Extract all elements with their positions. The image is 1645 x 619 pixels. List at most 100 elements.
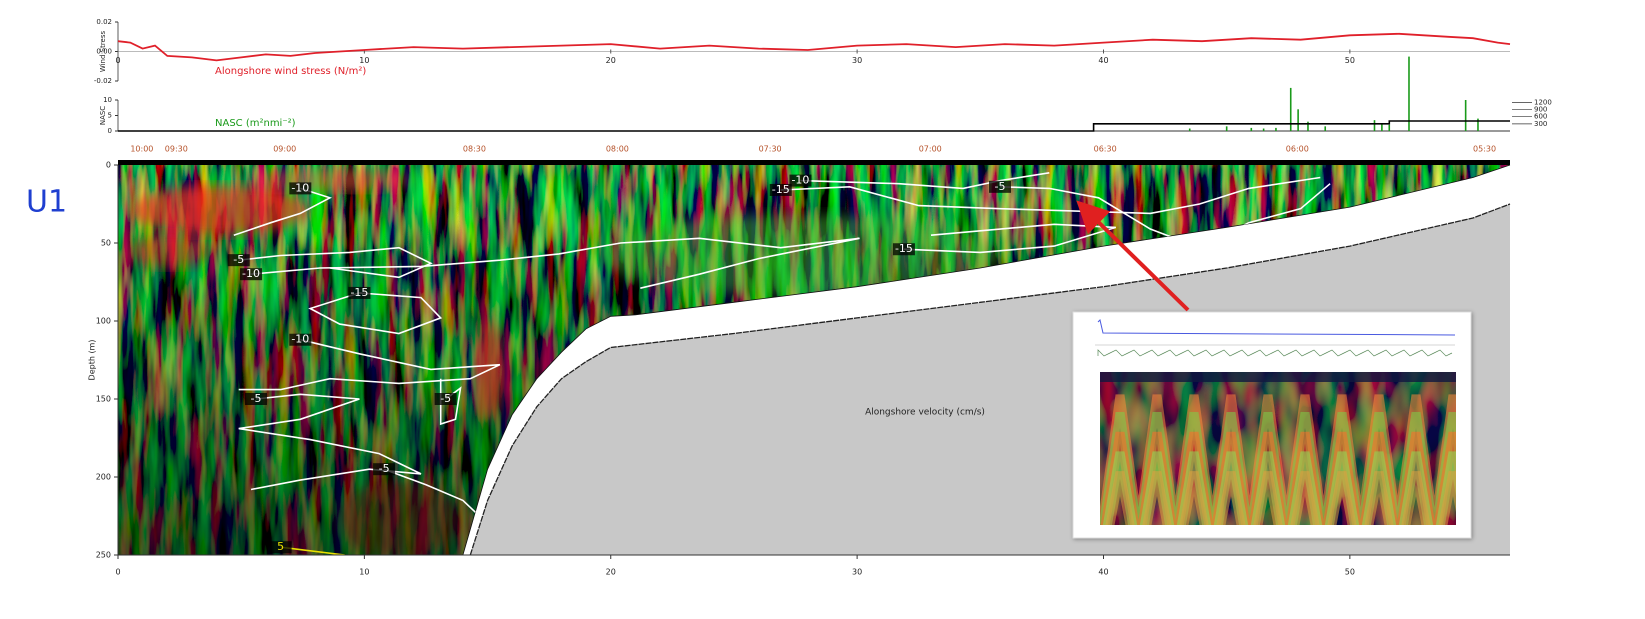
inset-zigzag	[1100, 431, 1456, 525]
seafloor-line	[469, 203, 1511, 556]
contour-label-bg	[769, 183, 792, 196]
contour-label-bg	[434, 393, 457, 405]
y2-tick-label: 1200	[1534, 98, 1552, 106]
contour	[780, 176, 1321, 215]
contour	[800, 172, 1050, 190]
y-tick-label: 0.02	[96, 18, 112, 26]
contour-label: -5	[379, 462, 390, 475]
overlay	[1072, 200, 1472, 539]
arrow	[1076, 200, 1190, 312]
contour-label: -5	[233, 253, 244, 266]
inset-zigzag	[1102, 451, 1456, 525]
time-label: 10:00	[130, 145, 153, 154]
y2-tick-label: 300	[1534, 120, 1547, 128]
time-label: 07:30	[759, 145, 782, 154]
y-tick-label: 150	[96, 395, 111, 404]
time-label: 07:00	[919, 145, 942, 154]
time-label: 08:00	[606, 145, 629, 154]
y-tick-label: 50	[101, 239, 111, 248]
x-tick-label: 10	[359, 568, 369, 577]
y-tick-label: 5	[108, 112, 112, 120]
inset-green-line	[1097, 349, 1453, 357]
contour	[308, 292, 443, 335]
echo-edge	[462, 164, 1511, 556]
x-tick-label: 50	[1345, 568, 1355, 577]
time-label: 09:30	[165, 145, 188, 154]
contour	[903, 223, 1117, 254]
contour-label-bg	[373, 463, 396, 476]
contour-label-bg	[789, 174, 812, 187]
contour-label-bg	[348, 286, 371, 299]
contour-label: -10	[291, 333, 309, 346]
x-tick-label: 40	[1098, 568, 1108, 577]
y-axis-label: NASC	[99, 106, 107, 125]
contour-label: -15	[350, 286, 368, 299]
x-tick-label: 50	[1345, 56, 1355, 65]
panel-label: U1	[26, 185, 67, 220]
x-tick-label: 20	[606, 568, 616, 577]
inset-texture	[1100, 372, 1456, 525]
y-axis-label: Depth (m)	[88, 340, 97, 381]
nasc-step-line	[118, 120, 1510, 132]
x-tick-label: 10	[359, 56, 369, 65]
contour-label: -15	[895, 242, 913, 255]
echo-top-band	[118, 160, 1510, 165]
y-tick-label: 0	[108, 127, 112, 135]
y2-tick-label: 900	[1534, 106, 1547, 114]
contour-label-bg	[892, 243, 915, 256]
contour	[233, 187, 332, 236]
x-tick-label: 30	[852, 568, 862, 577]
x-tick-label: 30	[852, 56, 862, 65]
x-tick-label: 40	[1098, 56, 1108, 65]
y-tick-label: 0.00	[96, 48, 112, 56]
wind-line	[117, 32, 1511, 62]
x-tick-label: 0	[115, 568, 120, 577]
time-label: 05:30	[1473, 145, 1496, 154]
contour-label: -10	[791, 174, 809, 187]
contour-label-bg	[289, 333, 312, 346]
y-tick-label: -0.02	[94, 77, 112, 85]
contour	[383, 468, 489, 525]
contour-label-bg	[989, 180, 1012, 193]
contour-label: -5	[250, 392, 261, 405]
contour-label-bg	[240, 268, 263, 281]
y-tick-label: 0	[106, 161, 111, 170]
contour-label: -15	[772, 183, 790, 196]
legend-label: NASC (m²nmi⁻²)	[215, 118, 296, 129]
annotation: Alongshore wind stress (N/m²)	[215, 66, 366, 77]
time-label: 09:00	[273, 145, 296, 154]
contour-label: -10	[242, 267, 260, 280]
y-axis-label: Wind Stress	[99, 30, 107, 72]
contour-label-bg	[227, 254, 250, 267]
contour	[238, 246, 433, 279]
contour	[250, 237, 860, 289]
contour	[238, 393, 422, 491]
time-label: 08:30	[463, 145, 486, 154]
contour-label: 5	[277, 540, 284, 553]
x-tick-label: 0	[115, 56, 120, 65]
contour-label: -10	[291, 181, 309, 194]
x-tick-label: 20	[606, 56, 616, 65]
inset-top-band	[1100, 372, 1456, 382]
inset-zigzag	[1105, 471, 1456, 525]
y-tick-label: 250	[96, 551, 111, 560]
inset-zigzag	[1100, 394, 1456, 525]
contour-label-bg	[269, 541, 292, 554]
time-label: 06:00	[1286, 145, 1309, 154]
inset-zigzag	[1100, 411, 1456, 525]
contour	[439, 378, 462, 426]
contour-label-bg	[289, 182, 312, 195]
annotation: Alongshore velocity (cm/s)	[865, 408, 985, 418]
contour	[238, 338, 501, 391]
contour-label: -5	[440, 392, 451, 405]
y-tick-label: 200	[96, 473, 111, 482]
inset-blue-line	[1097, 319, 1456, 336]
y-tick-label: 10	[103, 96, 112, 104]
time-label: 06:30	[1094, 145, 1117, 154]
contour-label-bg	[244, 393, 267, 405]
y-tick-label: 100	[96, 317, 111, 326]
y2-tick-label: 600	[1534, 113, 1547, 121]
contour-label: -5	[995, 180, 1006, 193]
